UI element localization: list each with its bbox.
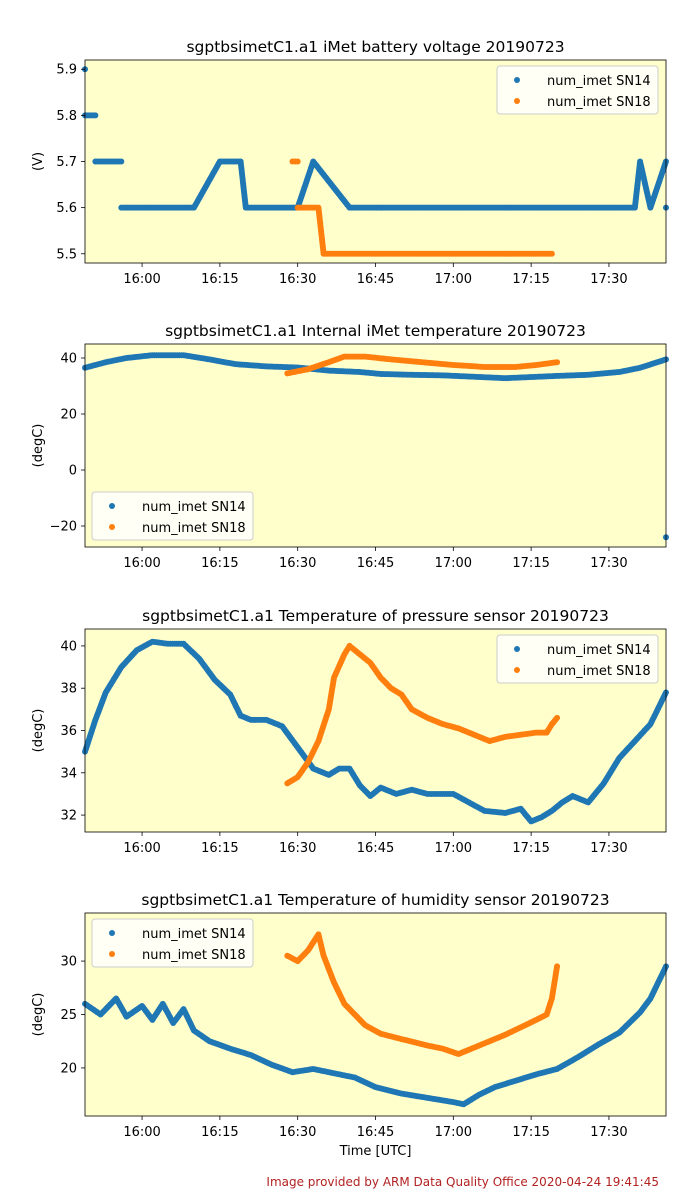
- y-tick-label: 34: [60, 766, 77, 781]
- series-sn14: [82, 66, 669, 211]
- series-sn18: [284, 642, 561, 787]
- x-tick-label: 17:00: [435, 272, 472, 287]
- chart-title: sgptbsimetC1.a1 Temperature of pressure …: [142, 607, 609, 625]
- series-sn18: [284, 931, 561, 1058]
- y-tick-label: 5.6: [56, 201, 77, 216]
- x-tick-label: 17:15: [512, 556, 549, 571]
- legend-box: [91, 491, 254, 541]
- legend-label: num_imet SN14: [142, 927, 246, 942]
- y-tick-label: 32: [60, 809, 77, 824]
- x-tick-label: 17:15: [512, 841, 549, 856]
- legend-label: num_imet SN14: [547, 643, 651, 658]
- series-sn18: [289, 158, 555, 257]
- x-tick-label: 17:30: [590, 272, 627, 287]
- y-tick-label: 40: [60, 352, 77, 367]
- y-tick-label: 5.8: [56, 109, 77, 124]
- y-tick-label: 38: [60, 682, 77, 697]
- legend-box: [91, 918, 254, 968]
- legend: num_imet SN14 num_imet SN18: [496, 634, 659, 684]
- x-tick-label: 16:30: [279, 841, 316, 856]
- chart-panel-1: 16:00 16:15 16:30 16:45 17:00 17:15 17:30 5.5 5.…: [31, 38, 669, 287]
- y-tick-label: 0: [69, 464, 77, 479]
- series-sn14: [82, 638, 669, 825]
- x-tick-label: 16:00: [123, 841, 160, 856]
- chart-panel-3: 16:00 16:15 16:30 16:45 17:00 17:15 17:30 32 34 3…: [31, 607, 669, 856]
- x-tick-label: 16:00: [123, 1125, 160, 1140]
- data-point: [92, 112, 99, 119]
- chart-panel-2: 16:00 16:15 16:30 16:45 17:00 17:15 17:30 −20 0 2…: [31, 322, 669, 571]
- legend-marker: [109, 930, 115, 936]
- y-tick-label: 5.9: [56, 63, 77, 78]
- x-tick-label: 17:00: [435, 1125, 472, 1140]
- x-axis-label: Time [UTC]: [339, 1144, 412, 1159]
- x-tick-label: 16:45: [357, 1125, 394, 1140]
- legend-box: [496, 65, 659, 115]
- x-tick-label: 16:00: [123, 272, 160, 287]
- x-tick-label: 17:30: [590, 841, 627, 856]
- legend-label: num_imet SN18: [142, 948, 246, 963]
- y-axis-label: (degC): [31, 424, 46, 468]
- chart-title: sgptbsimetC1.a1 iMet battery voltage 201…: [186, 38, 564, 56]
- x-tick-label: 16:45: [357, 556, 394, 571]
- legend-label: num_imet SN18: [547, 95, 651, 110]
- chart-title: sgptbsimetC1.a1 Internal iMet temperatur…: [165, 322, 586, 340]
- series-sn14: [82, 963, 669, 1108]
- legend-label: num_imet SN18: [142, 521, 246, 536]
- footer-credit: Image provided by ARM Data Quality Offic…: [266, 1175, 659, 1189]
- x-tick-label: 17:00: [435, 556, 472, 571]
- legend-marker: [514, 667, 520, 673]
- legend-marker: [109, 503, 115, 509]
- y-axis-label: (V): [31, 152, 46, 171]
- legend-marker: [514, 77, 520, 83]
- y-tick-label: 20: [60, 408, 77, 423]
- y-tick-label: 5.7: [56, 155, 77, 170]
- data-point: [548, 250, 555, 257]
- x-tick-label: 17:15: [512, 272, 549, 287]
- legend-label: num_imet SN14: [142, 500, 246, 515]
- legend-marker: [514, 646, 520, 652]
- legend-marker: [514, 98, 520, 104]
- y-tick-label: −20: [50, 520, 77, 535]
- x-tick-label: 16:30: [279, 1125, 316, 1140]
- data-point: [554, 714, 561, 721]
- y-tick-label: 20: [60, 1061, 77, 1076]
- x-tick-label: 16:15: [201, 272, 238, 287]
- legend-box: [496, 634, 659, 684]
- y-tick-label: 36: [60, 724, 77, 739]
- x-tick-label: 16:15: [201, 1125, 238, 1140]
- x-tick-label: 16:15: [201, 556, 238, 571]
- x-tick-label: 16:30: [279, 272, 316, 287]
- legend-label: num_imet SN18: [547, 664, 651, 679]
- y-tick-label: 25: [60, 1008, 77, 1023]
- x-tick-label: 16:30: [279, 556, 316, 571]
- legend-label: num_imet SN14: [547, 74, 651, 89]
- x-tick-label: 17:30: [590, 556, 627, 571]
- x-tick-label: 17:15: [512, 1125, 549, 1140]
- data-point: [294, 158, 301, 165]
- data-point: [554, 359, 561, 366]
- data-point: [554, 963, 561, 970]
- y-tick-label: 5.5: [56, 247, 77, 262]
- legend: num_imet SN14 num_imet SN18: [91, 491, 254, 541]
- chart-title: sgptbsimetC1.a1 Temperature of humidity …: [141, 891, 609, 909]
- data-point: [118, 158, 125, 165]
- legend: num_imet SN14 num_imet SN18: [91, 918, 254, 968]
- legend-marker: [109, 524, 115, 530]
- y-axis-label: (degC): [31, 993, 46, 1037]
- chart-panel-4: 16:00 16:15 16:30 16:45 17:00 17:15 17:30 20 25 3…: [31, 891, 669, 1159]
- series-sn14: [82, 352, 669, 541]
- x-tick-label: 16:45: [357, 841, 394, 856]
- legend-marker: [109, 951, 115, 957]
- y-tick-label: 30: [60, 955, 77, 970]
- legend: num_imet SN14 num_imet SN18: [496, 65, 659, 115]
- x-tick-label: 17:00: [435, 841, 472, 856]
- series-sn18: [284, 353, 561, 377]
- y-axis-label: (degC): [31, 709, 46, 753]
- x-tick-label: 16:15: [201, 841, 238, 856]
- x-tick-label: 17:30: [590, 1125, 627, 1140]
- x-tick-label: 16:00: [123, 556, 160, 571]
- y-tick-label: 40: [60, 639, 77, 654]
- x-tick-label: 16:45: [357, 272, 394, 287]
